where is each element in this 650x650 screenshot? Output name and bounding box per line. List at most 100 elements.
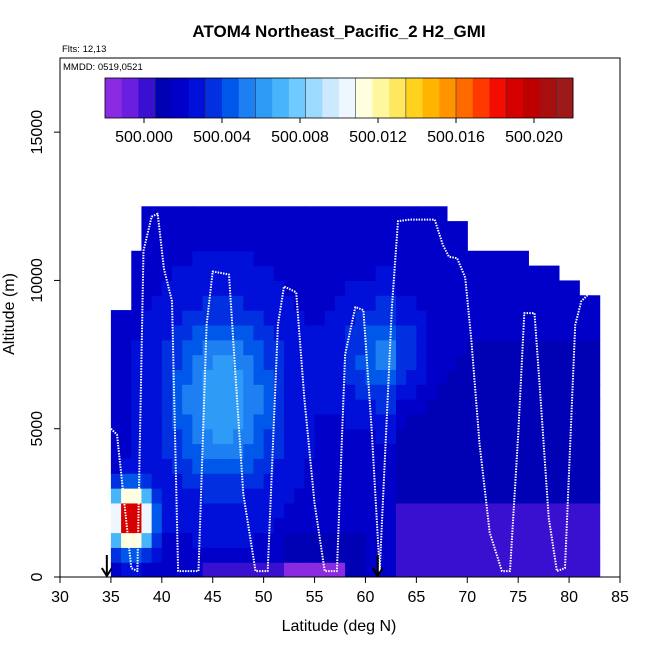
curtain-cell — [161, 428, 173, 445]
curtain-cell — [222, 324, 234, 341]
curtain-cell — [518, 532, 529, 548]
curtain-cell — [192, 473, 204, 489]
curtain-cell — [457, 458, 468, 474]
curtain-cell — [457, 443, 468, 459]
curtain-cell — [131, 428, 143, 445]
curtain-cell — [426, 413, 438, 430]
curtain-cell — [426, 443, 438, 459]
curtain-cell — [416, 221, 428, 237]
curtain-cell — [233, 384, 244, 400]
curtain-cell — [477, 517, 489, 534]
curtain-cell — [416, 280, 428, 296]
curtain-cell — [345, 488, 356, 504]
curtain-cell — [558, 339, 570, 356]
curtain-cell — [538, 458, 550, 474]
curtain-cell — [538, 384, 550, 400]
curtain-cell — [151, 280, 163, 296]
curtain-cell — [314, 250, 326, 267]
curtain-cell — [345, 473, 356, 489]
curtain-cell — [426, 458, 438, 474]
curtain-cell — [436, 488, 448, 504]
curtain-cell — [192, 413, 204, 430]
curtain-cell — [406, 502, 417, 519]
curtain-cell — [396, 339, 407, 356]
curtain-cell — [487, 488, 499, 504]
curtain-cell — [243, 443, 255, 459]
curtain-cell — [151, 488, 163, 504]
curtain-cell — [467, 384, 479, 400]
curtain-cell — [314, 280, 326, 296]
curtain-cell — [243, 221, 255, 237]
curtain-cell — [385, 458, 397, 474]
colorbar-swatch — [288, 78, 307, 118]
curtain-cell — [141, 221, 153, 237]
curtain-cell — [396, 265, 407, 282]
curtain-cell — [212, 354, 224, 370]
curtain-cell — [365, 502, 377, 519]
curtain-cell — [273, 488, 285, 504]
curtain-cell — [304, 413, 316, 430]
curtain-cell — [202, 250, 214, 267]
curtain-cell — [487, 295, 499, 311]
curtain-cell — [446, 221, 458, 237]
curtain-cell — [324, 547, 336, 563]
curtain-cell — [406, 458, 417, 474]
curtain-cell — [110, 517, 122, 534]
curtain-cell — [457, 413, 468, 430]
curtain-cell — [294, 221, 305, 237]
curtain-cell — [416, 473, 428, 489]
curtain-cell — [477, 502, 489, 519]
curtain-cell — [446, 384, 458, 400]
curtain-cell — [569, 547, 580, 563]
curtain-cell — [172, 458, 183, 474]
curtain-cell — [436, 324, 448, 341]
curtain-cell — [548, 265, 560, 282]
curtain-cell — [477, 310, 489, 326]
curtain-cell — [131, 413, 143, 430]
curtain-cell — [569, 532, 580, 548]
y-tick-label: 15000 — [29, 110, 46, 155]
curtain-cell — [487, 517, 499, 534]
chart-title: ATOM4 Northeast_Pacific_2 H2_GMI — [192, 22, 485, 41]
curtain-cell — [385, 295, 397, 311]
curtain-cell — [141, 324, 153, 341]
curtain-cell — [365, 532, 377, 548]
colorbar-frame — [104, 77, 574, 119]
curtain-cell — [182, 206, 193, 222]
curtain-cell — [497, 384, 509, 400]
curtain-cell — [477, 458, 489, 474]
curtain-cell — [304, 369, 316, 385]
curtain-cell — [446, 339, 458, 356]
curtain-cell — [212, 221, 224, 237]
curtain-cell — [324, 235, 336, 252]
curtain-cell — [304, 354, 316, 370]
curtain-cell — [212, 562, 224, 577]
curtain-cell — [355, 443, 367, 459]
curtain-cell — [528, 458, 540, 474]
curtain-cell — [263, 458, 275, 474]
curtain-cell — [406, 295, 417, 311]
curtain-cell — [192, 458, 204, 474]
curtain-cell — [243, 547, 255, 563]
curtain-cell — [548, 428, 560, 445]
curtain-cell — [416, 399, 428, 415]
curtain-cell — [253, 473, 265, 489]
curtain-cell — [477, 354, 489, 370]
curtain-cell — [202, 547, 214, 563]
curtain-cell — [192, 250, 204, 267]
curtain-cell — [334, 428, 346, 445]
curtain-cell — [508, 413, 519, 430]
curtain-cell — [273, 295, 285, 311]
curtain-cell — [294, 354, 305, 370]
curtain-cell — [497, 369, 509, 385]
curtain-cell — [345, 428, 356, 445]
curtain-cell — [569, 399, 580, 415]
curtain-cell — [151, 265, 163, 282]
curtain-cell — [355, 458, 367, 474]
colorbar-swatch — [456, 78, 474, 118]
curtain-cell — [334, 473, 346, 489]
curtain-cell — [375, 443, 387, 459]
curtain-cell — [446, 562, 458, 577]
curtain-cell — [477, 384, 489, 400]
curtain-cell — [284, 399, 295, 415]
